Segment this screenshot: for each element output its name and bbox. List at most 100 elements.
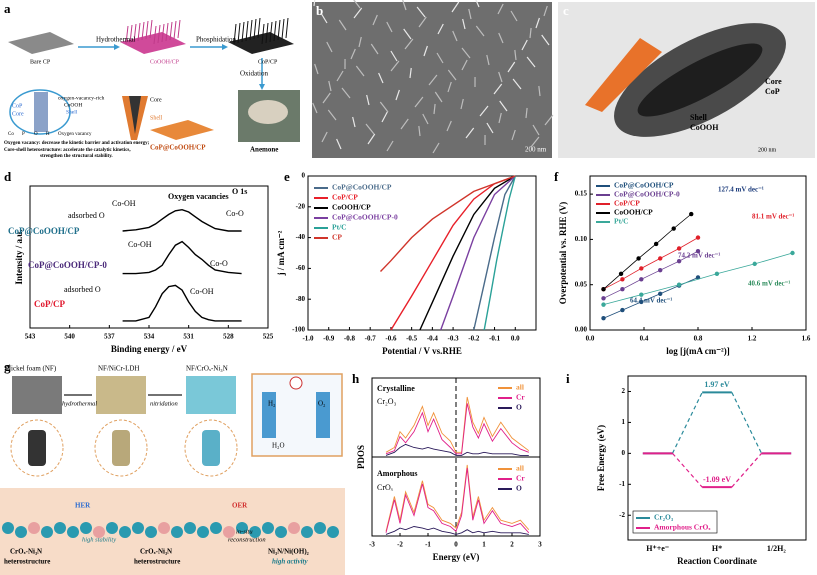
annotation: O 1s: [232, 187, 247, 196]
x-tick-label: 0.8: [694, 335, 703, 343]
sphere: [288, 522, 300, 534]
flake: [328, 80, 332, 92]
x-tick-label: H*: [712, 544, 722, 553]
sphere: [2, 522, 14, 534]
value-label: 1.97 eV: [704, 380, 730, 389]
label: oxygen-vacancy-rich: [58, 95, 105, 101]
flake: [390, 50, 398, 62]
legend-label: Amorphous CrOₓ: [654, 523, 711, 532]
x-tick-label: -0.9: [323, 335, 335, 343]
flake: [367, 133, 376, 145]
y-tick-label: -20: [296, 202, 306, 210]
y-tick-label: -100: [292, 326, 305, 334]
plot-frame: [29, 185, 269, 329]
series-label: CoP/CP: [34, 299, 65, 309]
flake: [428, 74, 438, 86]
sphere: [314, 522, 326, 534]
flake: [366, 94, 370, 106]
connector: [672, 452, 703, 488]
x-tick-label: -2: [397, 541, 403, 549]
arrow-head: [259, 84, 265, 90]
flake: [365, 123, 375, 135]
flake: [314, 63, 319, 75]
label: NF/NiCr-LDH: [98, 365, 139, 373]
zoom: [94, 419, 148, 477]
sphere: [132, 522, 144, 534]
y-tick-label: 0.10: [575, 235, 588, 243]
series-label: CoP@CoOOH/CP-0: [28, 260, 107, 270]
spike: [269, 21, 273, 43]
y-tick-label: 2: [622, 387, 626, 395]
sphere: [249, 526, 261, 538]
x-tick-label: -0.7: [365, 335, 377, 343]
legend-label: CoP@CoOOH/CP: [614, 181, 674, 190]
flake: [414, 96, 424, 108]
legend-label: CoOOH/CP: [614, 208, 653, 217]
point: [601, 296, 606, 301]
label: high stability: [82, 536, 116, 543]
y-axis-title: Intensity / a.u.: [14, 229, 24, 284]
flake: [320, 12, 328, 24]
label: CrOₓ-Ni₃N: [140, 548, 172, 556]
label: OER: [232, 502, 248, 510]
annotation: Co-O: [210, 259, 228, 268]
legend-label: CoP@CoOOH/CP: [332, 183, 392, 192]
sem-image: [312, 2, 552, 158]
flake: [544, 114, 554, 126]
x-axis-title: Energy (eV): [433, 552, 480, 562]
series-line: [385, 526, 529, 535]
x-tick-label: 0.4: [640, 335, 649, 343]
flake: [416, 6, 426, 18]
label: CoP: [765, 87, 780, 96]
electrode: [316, 392, 330, 438]
flake: [378, 72, 384, 84]
crox-ni3n: [186, 376, 236, 414]
flake: [468, 8, 472, 20]
panel-label: i: [566, 371, 570, 386]
spike: [133, 23, 137, 43]
spike: [129, 24, 133, 44]
x-tick-label: 2: [510, 541, 514, 549]
point: [639, 277, 644, 282]
arrow-head: [114, 44, 120, 50]
label: H₂: [268, 400, 276, 408]
annotation: Oxygen vacancies: [168, 192, 229, 201]
flake: [521, 39, 528, 51]
y-tick-label: -60: [296, 264, 306, 272]
legend-label: CoOOH/CP: [332, 203, 371, 212]
legend-label: Pt/C: [332, 223, 347, 232]
annotation: CrOₓ: [377, 483, 394, 492]
annotation: adsorbed O: [68, 211, 105, 220]
point: [601, 302, 606, 307]
flake: [352, 116, 356, 128]
label: Core: [765, 77, 782, 86]
point: [636, 256, 641, 261]
label: Core: [150, 97, 162, 103]
annotation: Cr₂O₃: [377, 397, 397, 406]
legend-label: Pt/C: [614, 217, 629, 226]
core-cone: [129, 96, 141, 134]
connector: [731, 392, 763, 454]
flake: [493, 83, 503, 95]
legend-label: all: [516, 383, 524, 392]
spike: [137, 22, 141, 42]
label: Core: [12, 111, 24, 117]
label: 200 nm: [758, 147, 777, 153]
sphere: [301, 526, 313, 538]
series-label: CoP@CoOOH/CP: [8, 226, 80, 236]
flake: [452, 30, 458, 42]
series-line: [385, 443, 529, 456]
electrode: [262, 392, 276, 438]
x-tick-label: 3: [538, 541, 542, 549]
point: [658, 291, 663, 296]
spike: [165, 22, 169, 42]
x-tick-label: 1/2H₂: [767, 544, 786, 553]
flake: [327, 109, 337, 121]
annotation: Co-O: [226, 209, 244, 218]
flake: [423, 45, 428, 57]
y-axis-title: Overpotential vs. RHE (V): [558, 202, 568, 305]
spike: [249, 19, 253, 41]
label: H: [46, 132, 50, 137]
label: strengthen the structural stability.: [40, 154, 113, 159]
flake: [372, 14, 378, 26]
